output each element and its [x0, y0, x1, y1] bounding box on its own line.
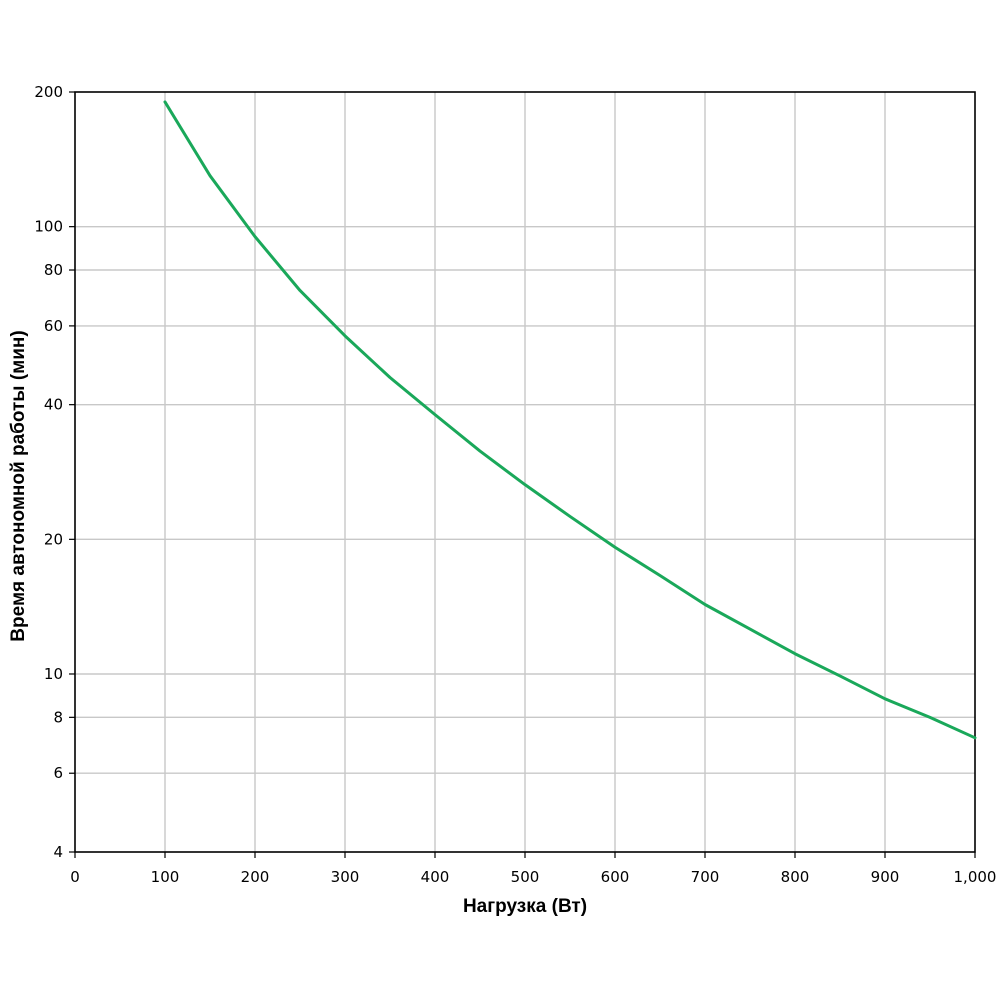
y-tick-label: 10: [44, 665, 63, 683]
y-tick-label: 4: [53, 843, 63, 861]
x-tick-labels: 0 100 200 300 400 500 600 700 800 900 1,000: [70, 868, 996, 886]
y-tick-label: 80: [44, 261, 63, 279]
y-tick-label: 200: [34, 83, 63, 101]
tick-marks: [69, 91, 976, 858]
x-tick-label: 800: [781, 868, 810, 886]
grid-lines: [75, 92, 975, 852]
y-tick-label: 6: [53, 764, 63, 782]
y-tick-label: 40: [44, 396, 63, 414]
x-tick-label: 0: [70, 868, 80, 886]
x-tick-label: 200: [241, 868, 270, 886]
runtime-curve: [163, 100, 977, 740]
y-axis-label: Время автономной работы (мин): [8, 330, 29, 641]
plot-frame: [74, 91, 976, 853]
y-tick-label: 100: [34, 218, 63, 236]
x-tick-label: 300: [331, 868, 360, 886]
x-tick-label: 400: [421, 868, 450, 886]
y-tick-label: 20: [44, 530, 63, 548]
x-tick-label: 600: [601, 868, 630, 886]
x-tick-label: 700: [691, 868, 720, 886]
y-tick-labels: 4 6 8 10 20 40 60 80 100 200: [34, 83, 63, 861]
x-tick-label: 1,000: [954, 868, 997, 886]
x-tick-label: 500: [511, 868, 540, 886]
x-tick-label: 900: [871, 868, 900, 886]
y-tick-label: 60: [44, 317, 63, 335]
series-group: [163, 100, 977, 740]
x-axis-label: Нагрузка (Вт): [463, 896, 587, 917]
x-tick-label: 100: [151, 868, 180, 886]
y-tick-label: 8: [53, 708, 63, 726]
